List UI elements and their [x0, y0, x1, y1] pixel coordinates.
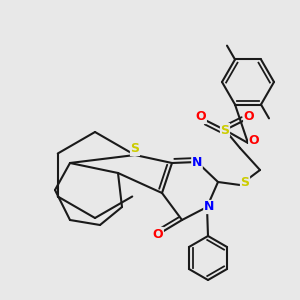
Text: S: S: [130, 142, 140, 155]
Text: N: N: [192, 155, 202, 169]
Text: S: S: [241, 176, 250, 190]
Text: O: O: [153, 227, 163, 241]
Text: O: O: [244, 110, 254, 124]
Text: O: O: [196, 110, 206, 124]
Text: O: O: [249, 134, 259, 148]
Text: N: N: [204, 200, 214, 214]
Text: S: S: [220, 124, 230, 136]
